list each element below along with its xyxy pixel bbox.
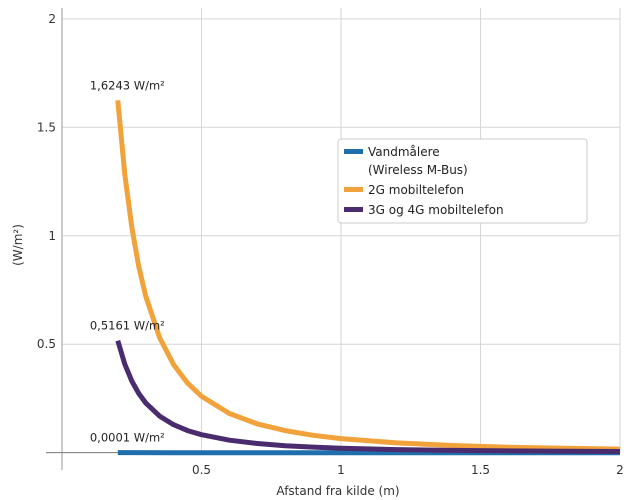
legend-entry-label: 2G mobiltelefon [368, 183, 464, 197]
legend-entry-label: (Wireless M-Bus) [368, 163, 468, 177]
legend-swatch [344, 187, 363, 192]
value-annotation: 0,0001 W/m² [90, 431, 165, 445]
legend-entry-label: 3G og 4G mobiltelefon [368, 203, 504, 217]
series-line-2 [115, 339, 621, 454]
value-annotation: 0,5161 W/m² [90, 319, 165, 333]
y-tick-label: 1.5 [37, 120, 56, 134]
legend-entry-label: Vandmålere [368, 145, 440, 159]
legend-swatch [344, 149, 363, 154]
series-lines [115, 100, 621, 456]
annotations: 1,6243 W/m² 0,5161 W/m² 0,0001 W/m² [90, 78, 165, 444]
grid-lines [62, 8, 621, 453]
y-axis-label: (W/m²) [11, 224, 25, 266]
value-annotation: 1,6243 W/m² [90, 78, 165, 92]
x-tick-label: 2 [616, 463, 624, 477]
series-line-1 [115, 100, 621, 452]
x-axis-label: Afstand fra kilde (m) [276, 484, 399, 498]
y-tick-label: 1 [48, 229, 56, 243]
legend-swatch [344, 207, 363, 212]
y-tick-label: 0.5 [37, 337, 56, 351]
x-tick-label: 1 [337, 463, 345, 477]
y-tick-label: 2 [48, 12, 56, 26]
x-tick-label: 0.5 [192, 463, 211, 477]
x-tick-label: 1.5 [471, 463, 490, 477]
legend: Vandmålere (Wireless M-Bus) 2G mobiltelefo… [337, 138, 588, 224]
legend-box [337, 138, 588, 224]
